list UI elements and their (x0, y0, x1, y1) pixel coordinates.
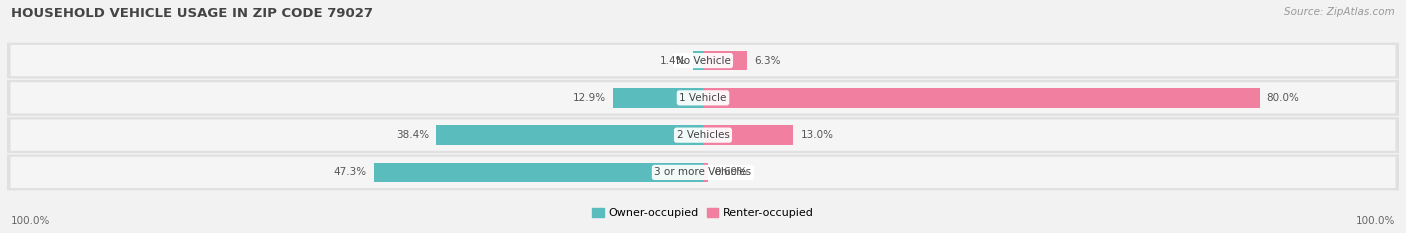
Text: 47.3%: 47.3% (333, 168, 367, 177)
Bar (703, 163, 707, 182)
Bar (436, 125, 703, 145)
Text: 6.3%: 6.3% (754, 56, 780, 65)
Text: 100.0%: 100.0% (11, 216, 51, 226)
Text: 0.69%: 0.69% (714, 168, 748, 177)
Text: 80.0%: 80.0% (1267, 93, 1299, 103)
FancyBboxPatch shape (10, 157, 1396, 188)
FancyBboxPatch shape (10, 82, 1396, 113)
Legend: Owner-occupied, Renter-occupied: Owner-occupied, Renter-occupied (592, 208, 814, 218)
Bar (703, 88, 1260, 108)
Text: No Vehicle: No Vehicle (675, 56, 731, 65)
FancyBboxPatch shape (7, 43, 1399, 79)
Text: 13.0%: 13.0% (800, 130, 834, 140)
Bar (703, 51, 747, 70)
Text: 1.4%: 1.4% (659, 56, 686, 65)
FancyBboxPatch shape (7, 154, 1399, 190)
FancyBboxPatch shape (7, 80, 1399, 116)
Bar (613, 88, 703, 108)
Text: 3 or more Vehicles: 3 or more Vehicles (654, 168, 752, 177)
Text: 12.9%: 12.9% (574, 93, 606, 103)
Text: 100.0%: 100.0% (1355, 216, 1395, 226)
Text: HOUSEHOLD VEHICLE USAGE IN ZIP CODE 79027: HOUSEHOLD VEHICLE USAGE IN ZIP CODE 7902… (11, 7, 373, 20)
Text: 1 Vehicle: 1 Vehicle (679, 93, 727, 103)
Text: Source: ZipAtlas.com: Source: ZipAtlas.com (1284, 7, 1395, 17)
Text: 2 Vehicles: 2 Vehicles (676, 130, 730, 140)
Bar (374, 163, 703, 182)
Bar (693, 51, 703, 70)
FancyBboxPatch shape (7, 117, 1399, 153)
Text: 38.4%: 38.4% (395, 130, 429, 140)
FancyBboxPatch shape (10, 120, 1396, 151)
FancyBboxPatch shape (10, 45, 1396, 76)
Bar (703, 125, 793, 145)
